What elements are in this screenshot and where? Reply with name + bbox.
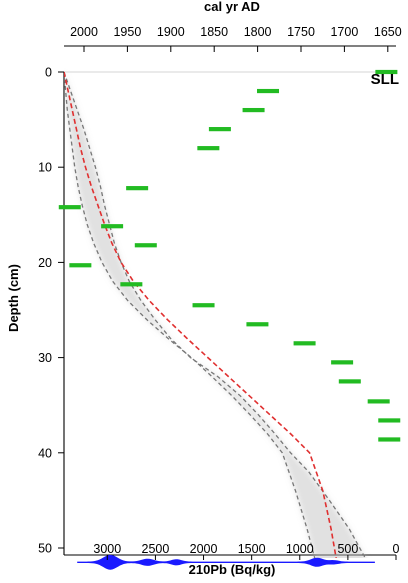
bottom-tick-label: 1000 bbox=[286, 542, 314, 556]
confidence-envelope bbox=[64, 71, 366, 558]
bottom-tick-label: 3000 bbox=[93, 542, 121, 556]
y-axis-title: Depth (cm) bbox=[6, 264, 21, 332]
bottom-tick-label: 2500 bbox=[142, 542, 170, 556]
y-tick-label: 40 bbox=[38, 446, 52, 460]
bottom-tick-label: 1500 bbox=[238, 542, 266, 556]
data-bar bbox=[134, 243, 157, 248]
data-bar bbox=[378, 418, 401, 423]
top-tick-label: 1800 bbox=[244, 25, 272, 39]
uncertainty-band bbox=[64, 72, 366, 558]
top-axis: 2000 1950 1900 1850 1800 1750 1700 1650 bbox=[70, 25, 402, 52]
uncertainty-fill bbox=[64, 72, 366, 558]
data-bar bbox=[120, 282, 143, 287]
data-bar bbox=[246, 322, 269, 327]
data-bar bbox=[197, 146, 220, 151]
top-tick-label: 1700 bbox=[330, 25, 358, 39]
y-tick-label: 10 bbox=[38, 161, 52, 175]
data-bar bbox=[378, 437, 401, 442]
calibration-distribution bbox=[77, 554, 375, 570]
data-bar bbox=[331, 360, 354, 365]
data-bar bbox=[126, 186, 149, 191]
y-tick-label: 50 bbox=[38, 542, 52, 556]
data-bar bbox=[192, 303, 215, 308]
bottom-axis-title: 210Pb (Bq/kg) bbox=[189, 562, 276, 577]
data-bar bbox=[58, 205, 81, 210]
median-line bbox=[64, 71, 337, 558]
y-tick-label: 30 bbox=[38, 351, 52, 365]
y-tick-label: 20 bbox=[38, 256, 52, 270]
data-bars bbox=[58, 69, 401, 442]
data-bar bbox=[208, 127, 231, 132]
data-bar bbox=[338, 379, 361, 384]
bottom-tick-label: 500 bbox=[337, 542, 358, 556]
envelope-lower-line bbox=[64, 71, 316, 558]
data-bar bbox=[101, 224, 124, 229]
depth-axis: 0 10 20 30 40 50 bbox=[38, 66, 64, 556]
median-age-model bbox=[64, 71, 337, 558]
envelope-upper-line bbox=[64, 71, 366, 558]
site-label: SLL bbox=[371, 71, 399, 88]
top-tick-label: 1950 bbox=[113, 25, 141, 39]
data-bar bbox=[293, 341, 316, 346]
data-bar bbox=[69, 263, 92, 268]
bottom-tick-label: 0 bbox=[393, 542, 400, 556]
calibration-shape bbox=[77, 554, 375, 570]
top-tick-label: 1850 bbox=[200, 25, 228, 39]
data-bar bbox=[375, 69, 398, 75]
top-tick-label: 2000 bbox=[70, 25, 98, 39]
top-tick-label: 1900 bbox=[157, 25, 185, 39]
bottom-axis: 3000 2500 2000 1500 1000 500 0 bbox=[93, 542, 400, 560]
data-bar bbox=[242, 107, 265, 113]
top-axis-title: cal yr AD bbox=[204, 0, 260, 14]
top-tick-label: 1650 bbox=[374, 25, 402, 39]
data-bar bbox=[367, 399, 390, 404]
bottom-tick-label: 2000 bbox=[190, 542, 218, 556]
top-tick-label: 1750 bbox=[287, 25, 315, 39]
data-bar bbox=[257, 88, 280, 94]
y-tick-label: 0 bbox=[45, 66, 52, 80]
